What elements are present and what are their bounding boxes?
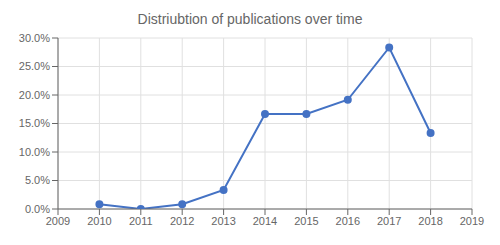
svg-text:30.0%: 30.0% bbox=[19, 32, 50, 44]
svg-text:20.0%: 20.0% bbox=[19, 89, 50, 101]
svg-text:2015: 2015 bbox=[294, 215, 318, 227]
svg-text:0.0%: 0.0% bbox=[25, 203, 50, 215]
svg-text:2010: 2010 bbox=[87, 215, 111, 227]
svg-text:2011: 2011 bbox=[129, 215, 153, 227]
svg-text:2014: 2014 bbox=[253, 215, 277, 227]
svg-text:2013: 2013 bbox=[211, 215, 235, 227]
svg-text:10.0%: 10.0% bbox=[19, 146, 50, 158]
html-text:Distriubtion of publications o: Distriubtion of publications over time bbox=[137, 11, 363, 27]
svg-text:25.0%: 25.0% bbox=[19, 60, 50, 72]
svg-text:2009: 2009 bbox=[46, 215, 70, 227]
svg-text:2016: 2016 bbox=[336, 215, 360, 227]
svg-text:2012: 2012 bbox=[170, 215, 194, 227]
svg-text:2019: 2019 bbox=[460, 215, 484, 227]
svg-text:15.0%: 15.0% bbox=[19, 117, 50, 129]
svg-text:5.0%: 5.0% bbox=[25, 174, 50, 186]
svg-text:2018: 2018 bbox=[418, 215, 442, 227]
svg-text:2017: 2017 bbox=[377, 215, 401, 227]
